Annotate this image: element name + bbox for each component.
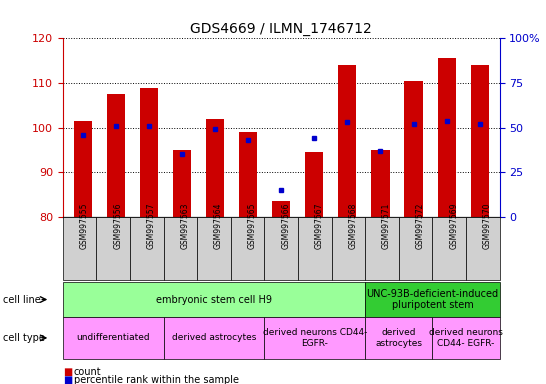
Text: derived neurons CD44-
EGFR-: derived neurons CD44- EGFR-	[263, 328, 367, 348]
Bar	[405, 81, 423, 217]
Text: derived neurons
CD44- EGFR-: derived neurons CD44- EGFR-	[429, 328, 503, 348]
Text: embryonic stem cell H9: embryonic stem cell H9	[156, 295, 272, 305]
Text: ■: ■	[63, 367, 72, 377]
Text: percentile rank within the sample: percentile rank within the sample	[74, 375, 239, 384]
Text: GSM997564: GSM997564	[214, 202, 223, 249]
Bar	[173, 150, 191, 217]
Text: cell type: cell type	[3, 333, 45, 343]
Text: GSM997556: GSM997556	[113, 202, 122, 249]
Bar	[305, 152, 323, 217]
Text: derived
astrocytes: derived astrocytes	[375, 328, 422, 348]
Text: ■: ■	[63, 375, 72, 384]
Text: GSM997567: GSM997567	[315, 202, 324, 249]
Title: GDS4669 / ILMN_1746712: GDS4669 / ILMN_1746712	[191, 22, 372, 36]
Bar	[239, 132, 257, 217]
Text: GSM997570: GSM997570	[483, 202, 492, 249]
Text: GSM997571: GSM997571	[382, 202, 391, 249]
Text: derived astrocytes: derived astrocytes	[172, 333, 256, 343]
Bar	[371, 150, 389, 217]
Bar	[272, 201, 290, 217]
Bar	[74, 121, 92, 217]
Text: GSM997563: GSM997563	[180, 202, 189, 249]
Text: GSM997569: GSM997569	[449, 202, 458, 249]
Text: UNC-93B-deficient-induced
pluripotent stem: UNC-93B-deficient-induced pluripotent st…	[366, 289, 498, 310]
Text: GSM997566: GSM997566	[281, 202, 290, 249]
Text: GSM997557: GSM997557	[147, 202, 156, 249]
Text: GSM997572: GSM997572	[416, 202, 425, 249]
Bar	[140, 88, 158, 217]
Text: cell line: cell line	[3, 295, 40, 305]
Text: GSM997565: GSM997565	[247, 202, 257, 249]
Bar	[437, 58, 456, 217]
Bar	[339, 65, 357, 217]
Bar	[471, 65, 489, 217]
Text: undifferentiated: undifferentiated	[76, 333, 150, 343]
Text: GSM997568: GSM997568	[348, 202, 358, 249]
Text: count: count	[74, 367, 102, 377]
Bar	[106, 94, 125, 217]
Bar	[206, 119, 224, 217]
Text: GSM997555: GSM997555	[80, 202, 88, 249]
